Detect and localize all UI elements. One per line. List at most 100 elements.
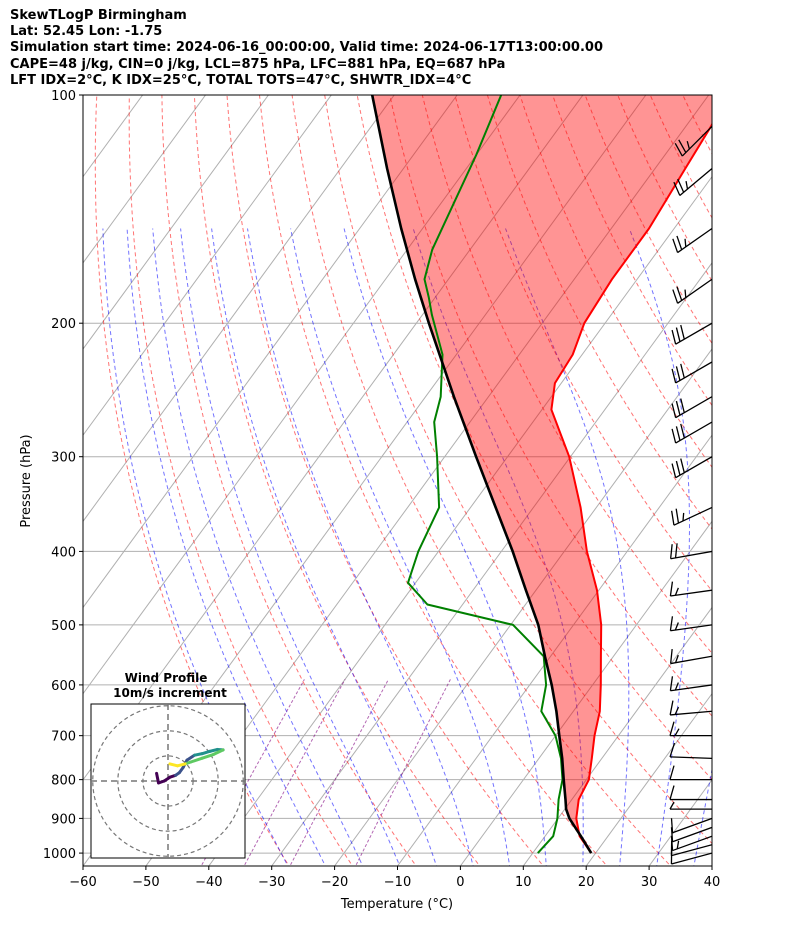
barb-staff (670, 624, 712, 632)
isotherm-line (83, 95, 395, 523)
moist-adiabat (731, 229, 794, 870)
hodo-segment (155, 771, 160, 785)
wind-barb (669, 676, 712, 692)
barb-staff (677, 227, 712, 254)
title-line-times: Simulation start time: 2024-06-16_00:00:… (10, 40, 603, 55)
barb-staff (670, 589, 712, 597)
x-tick-label: 30 (641, 875, 658, 890)
barb-feather (675, 366, 681, 381)
barb-staff (672, 835, 712, 852)
dry-adiabat (421, 95, 712, 655)
y-tick-label: 900 (51, 812, 76, 827)
barb-feather (680, 458, 685, 473)
barb-feather (678, 139, 687, 153)
barb-feather (682, 512, 685, 522)
wind-barbs (669, 125, 712, 865)
x-tick-label: 0 (456, 875, 464, 890)
temperature-line (550, 122, 712, 854)
barb-staff (675, 396, 712, 419)
barb-feather (669, 616, 674, 631)
barb-feather (676, 235, 683, 250)
parcel-line (370, 95, 593, 854)
isotherm-line (83, 95, 207, 264)
title-line-latlon: Lat: 52.45 Lon: -1.75 (10, 24, 163, 39)
sounding-profiles (370, 95, 712, 854)
barb-feather (674, 587, 679, 596)
barb-feather (684, 289, 687, 298)
x-tick-label: −10 (384, 875, 411, 890)
barb-feather (674, 622, 679, 631)
dry-adiabat (454, 95, 712, 592)
x-tick-label: −40 (195, 875, 222, 890)
wind-barb (669, 801, 712, 810)
barb-feather (669, 700, 674, 716)
wind-barb (671, 421, 712, 444)
barb-staff (675, 361, 712, 384)
wind-barb (669, 616, 712, 632)
wind-barb (670, 817, 712, 834)
barb-staff (679, 167, 712, 196)
wind-barb (671, 456, 712, 479)
y-tick-label: 700 (51, 730, 76, 745)
mixing-ratio-line (243, 679, 346, 866)
isotherm-line (522, 606, 712, 866)
barb-feather (675, 508, 680, 524)
wind-barb (669, 742, 712, 760)
isotherm-line (333, 348, 712, 866)
moist-adiabat (412, 228, 584, 866)
hodo-segment (185, 753, 197, 762)
moist-adiabat (247, 228, 474, 866)
barb-staff (675, 456, 712, 479)
mixing-ratio-line (289, 679, 389, 866)
dry-adiabat (259, 95, 608, 866)
x-tick-label: 40 (704, 875, 721, 890)
barb-feather (674, 682, 679, 691)
wind-barb (671, 322, 712, 345)
barb-feather (680, 363, 685, 379)
barb-staff (670, 550, 712, 560)
hodo-segment (200, 752, 216, 760)
barb-staff (671, 844, 712, 857)
barb-staff (675, 421, 712, 444)
y-tick-label: 500 (51, 619, 76, 634)
dry-adiabat (128, 95, 354, 866)
barb-feather (671, 463, 677, 478)
barb-feather (669, 785, 675, 800)
wind-barb (671, 361, 712, 384)
barb-feather (686, 141, 690, 150)
axes: −60 −50 −40 −30 −20 −10 0 10 20 30 40 100 200 300 400 5… (43, 89, 720, 890)
barb-feather (674, 654, 679, 663)
dry-adiabat (389, 95, 712, 717)
barb-staff (670, 684, 712, 692)
dry-adiabat (94, 95, 290, 866)
wind-barb (669, 785, 712, 801)
dry-adiabat (291, 95, 672, 866)
barb-feather (674, 143, 683, 157)
moist-adiabat (505, 228, 630, 866)
inset-title: Wind Profile (125, 671, 208, 685)
dry-adiabat (226, 95, 545, 866)
barb-staff (672, 826, 712, 843)
barb-feather (669, 801, 675, 810)
hodo-ring (117, 730, 219, 832)
y-tick-label: 800 (51, 774, 76, 789)
hodo-segment (168, 762, 179, 768)
barb-feather (669, 742, 676, 758)
barb-feather (675, 400, 681, 416)
hodo-segment (212, 748, 225, 756)
barb-feather (671, 510, 675, 526)
barb-feather (685, 180, 689, 190)
barb-feather (675, 426, 681, 441)
barb-staff (672, 817, 712, 834)
dry-adiabat (486, 95, 712, 530)
y-tick-label: 100 (51, 89, 76, 104)
title-line-indices-2: LFT IDX=2°C, K IDX=25°C, TOTAL TOTS=47°C… (10, 73, 472, 88)
moist-adiabat (211, 228, 438, 866)
barb-feather (671, 329, 677, 345)
barb-feather (677, 178, 685, 193)
barb-feather (673, 181, 681, 196)
dry-adiabat (324, 95, 712, 845)
dry-adiabat (519, 95, 712, 469)
isotherm-line (396, 434, 712, 866)
y-tick-label: 400 (51, 545, 76, 560)
